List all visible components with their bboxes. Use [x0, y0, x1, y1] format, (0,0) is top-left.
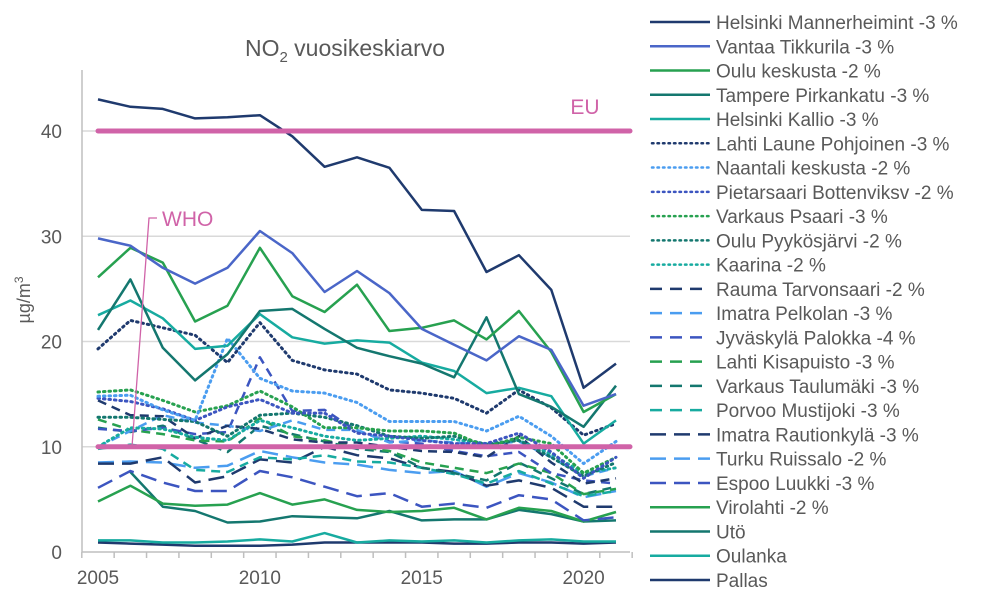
y-tick-label: 0: [51, 543, 62, 564]
series-line: [98, 445, 616, 508]
series-line: [97, 98, 617, 390]
legend-label: Turku Ruissalo -2 %: [716, 450, 886, 471]
legend-label: Jyväskylä Palokka -4 %: [716, 328, 916, 349]
legend-label: Oulu keskusta -2 %: [716, 62, 881, 83]
x-tick-label: 2015: [401, 568, 443, 589]
legend-label: Vantaa Tikkurila -3 %: [716, 37, 894, 58]
series-line: [129, 471, 617, 524]
series-line: [98, 531, 616, 544]
legend-label: Helsinki Mannerheimint -3 %: [716, 13, 958, 34]
legend: Helsinki Mannerheimint -3 % Vantaa Tikkur…: [650, 13, 958, 592]
y-axis-label: µg/m3: [12, 276, 34, 323]
legend-label: Espoo Luukki -3 %: [716, 474, 875, 495]
legend-label: Virolahti -2 %: [716, 498, 829, 519]
legend-label: Porvoo Mustijoki -3 %: [716, 401, 900, 422]
series-line: [97, 449, 617, 499]
reference-lines: EU WHO: [95, 96, 633, 450]
series-line: [97, 484, 617, 523]
chart-title: NO2 vuosikeskiarvo: [245, 35, 445, 66]
legend-label: Imatra Pelkolan -3 %: [716, 304, 892, 325]
series-line: [97, 299, 617, 445]
legend-label: Naantali keskusta -2 %: [716, 159, 910, 180]
y-tick-label: 40: [41, 122, 62, 143]
who-leader-line: [131, 217, 157, 447]
y-tick-label: 20: [41, 333, 62, 354]
eu-label: EU: [570, 96, 599, 119]
y-tick-label: 30: [41, 227, 62, 248]
series-line: [96, 336, 618, 466]
legend-label: Helsinki Kallio -3 %: [716, 110, 879, 131]
legend-label: Oulu Pyykösjärvi -2 %: [716, 231, 902, 252]
axes: 0 10 20 30 40 2005 2010 2015 2020: [41, 70, 633, 589]
y-tick-label: 10: [41, 438, 62, 459]
legend-label: Imatra Rautionkylä -3 %: [716, 425, 919, 446]
legend-label: Lahti Kisapuisto -3 %: [716, 353, 895, 374]
legend-label: Tampere Pirkankatu -3 %: [716, 86, 929, 107]
series-line: [97, 469, 617, 522]
legend-label: Rauma Tarvonsaari -2 %: [716, 280, 925, 301]
legend-label: Varkaus Taulumäki -3 %: [716, 377, 919, 398]
legend-label: Varkaus Psaari -3 %: [716, 207, 888, 228]
legend-label: Pietarsaari Bottenviksv -2 %: [716, 183, 954, 204]
series-line: [97, 229, 617, 407]
series-line: [97, 413, 617, 478]
series-line: [96, 278, 617, 429]
x-tick-label: 2005: [77, 568, 119, 589]
legend-label: Utö: [716, 522, 746, 543]
x-tick-label: 2010: [239, 568, 281, 589]
series-line: [96, 318, 618, 437]
legend-label: Lahti Laune Pohjoinen -3 %: [716, 134, 950, 155]
series-line: [97, 246, 617, 414]
legend-label: Kaarina -2 %: [716, 256, 826, 277]
series-line: [97, 443, 617, 498]
legend-label: Pallas: [716, 571, 768, 592]
legend-label: Oulanka: [716, 547, 787, 568]
who-label: WHO: [162, 208, 213, 231]
series-lines: [96, 98, 618, 547]
x-tick-label: 2020: [562, 568, 604, 589]
